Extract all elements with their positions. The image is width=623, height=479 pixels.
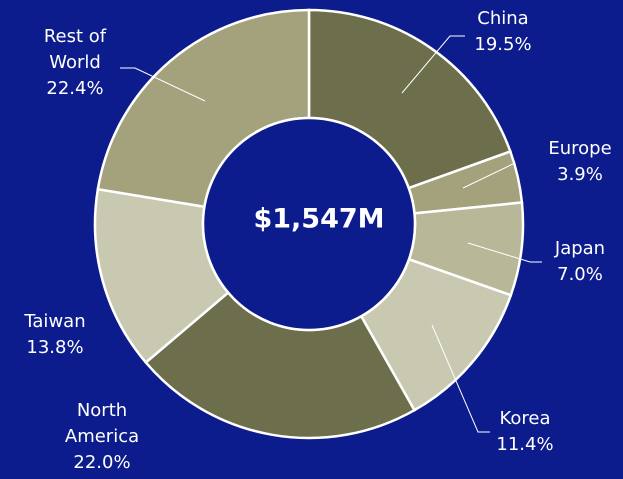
slice-label: Japan 7.0% [535,236,623,288]
leaders [120,35,542,433]
slice-label: China 19.5% [458,6,548,58]
value-label: 22.4% [46,78,104,99]
slice-label: North America 22.0% [52,398,152,476]
slice-label: Europe 3.9% [535,136,623,188]
category-label: China [477,8,529,29]
slice-label: Taiwan 13.8% [10,309,100,361]
category-label: Taiwan [24,311,86,332]
value-label: 19.5% [474,34,532,55]
category-label: Rest of World [43,26,107,73]
leader-line [401,35,465,94]
category-label: Japan [554,238,606,259]
slice-label: Rest of World 22.4% [35,24,115,102]
leader-line [120,67,206,102]
center-label: $1,547M [253,204,384,235]
value-label: 3.9% [557,164,603,185]
leader-line [467,242,542,263]
leader-line [431,324,490,433]
value-label: 13.8% [26,337,84,358]
value-label: 7.0% [557,264,603,285]
value-label: 22.0% [73,452,131,473]
category-label: Korea [499,408,551,429]
category-label: North America [64,400,140,447]
donut-hole [201,116,417,332]
slices [93,8,525,440]
slice-label: Korea 11.4% [480,406,570,458]
value-label: 11.4% [496,434,554,455]
category-label: Europe [548,138,612,159]
leader-line [462,162,516,189]
